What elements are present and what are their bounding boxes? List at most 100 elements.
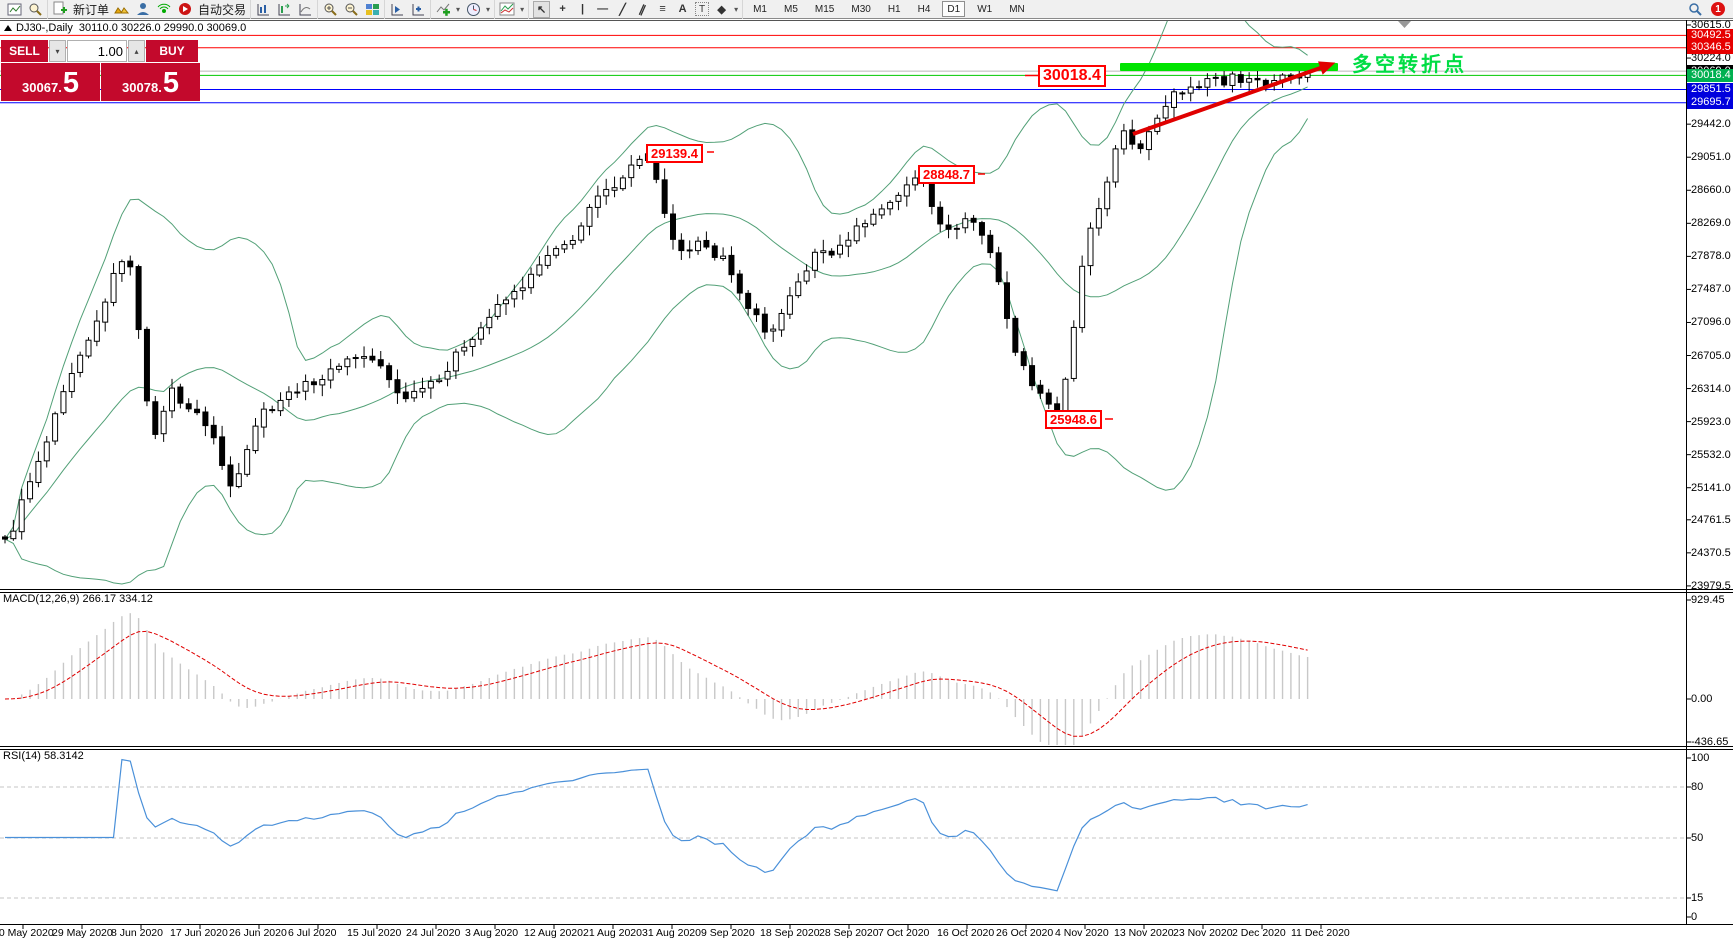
symbol-arrow-icon — [4, 25, 12, 31]
caret-up-icon: ▴ — [134, 46, 139, 56]
autotrade-label[interactable]: 自动交易 — [198, 2, 247, 17]
october-peak-label[interactable]: 28848.7 — [918, 165, 975, 184]
trend-arrow[interactable] — [1132, 64, 1327, 136]
period-caret-icon[interactable]: ▾ — [486, 4, 491, 14]
macd-indicator-label: MACD(12,26,9) 266.17 334.12 — [3, 593, 153, 605]
timeframe-h1[interactable]: H1 — [883, 1, 906, 17]
price-tick: 29051.0 — [1691, 151, 1731, 164]
timeframe-m1[interactable]: M1 — [748, 1, 772, 17]
trendline-tool[interactable]: ╱ — [619, 3, 626, 16]
rsi-line — [5, 758, 1308, 892]
volume-increase-button[interactable]: ▴ — [128, 40, 145, 62]
indicator-window-group — [385, 0, 432, 19]
date-tick: 2 Dec 2020 — [1232, 927, 1286, 939]
date-tick: 7 Oct 2020 — [878, 927, 930, 939]
timeframe-d1[interactable]: D1 — [942, 1, 966, 17]
text-tool[interactable]: A — [678, 3, 687, 15]
shapes-tool[interactable]: ◆ — [717, 3, 726, 16]
add-indicator-caret-icon[interactable]: ▾ — [456, 4, 461, 14]
price-tick: 23979.5 — [1691, 579, 1731, 592]
sell-price-pip: 5 — [62, 67, 79, 99]
chart-preview-icon[interactable] — [27, 1, 43, 17]
date-tick: 9 Sep 2020 — [701, 927, 755, 939]
chart-type-icon[interactable] — [499, 1, 515, 17]
profile-icon[interactable] — [135, 1, 151, 17]
new-order-icon[interactable] — [52, 1, 68, 17]
equidistant-channel-tool[interactable]: ∥ — [637, 2, 648, 17]
gold-icon[interactable] — [114, 1, 130, 17]
price-level-lines — [0, 34, 1686, 104]
new-chart-window-icon[interactable] — [6, 1, 22, 17]
text-label-tool[interactable]: T — [695, 2, 710, 16]
macd-signal-line — [4, 630, 1308, 737]
rsi-tick: 15 — [1691, 892, 1704, 904]
vertical-line-tool[interactable]: | — [581, 3, 585, 15]
turning-point-note[interactable]: 多空转折点 — [1352, 54, 1467, 76]
price-level-badge: 30492.5 — [1687, 28, 1733, 42]
caret-down-icon: ▾ — [55, 46, 60, 56]
timeframe-m30[interactable]: M30 — [846, 1, 875, 17]
tile-windows-icon[interactable] — [364, 1, 380, 17]
toolbar-right: 1 — [1687, 1, 1733, 17]
bar-chart-mode-icon[interactable] — [255, 1, 271, 17]
period-clock-icon[interactable] — [465, 1, 481, 17]
date-tick: 20 May 2020 — [0, 927, 54, 939]
price-axis[interactable]: 30615.0 30224.0 29442.0 29051.0 28660.0 28269… — [1687, 0, 1733, 941]
price-tick: 25532.0 — [1691, 448, 1731, 461]
horizontal-line-tool[interactable]: — — [597, 3, 609, 15]
buy-price-tile[interactable]: 30078. 5 — [101, 63, 200, 101]
resistance-price-label[interactable]: 30018.4 — [1038, 65, 1106, 87]
fibonacci-tool[interactable]: ≡ — [659, 3, 666, 15]
timeframe-mn[interactable]: MN — [1004, 1, 1030, 17]
one-click-trading-panel: SELL ▾ ▴ BUY 30067. 5 30078. 5 — [1, 40, 200, 101]
timeframe-m15[interactable]: M15 — [810, 1, 839, 17]
date-tick: 18 Sep 2020 — [760, 927, 820, 939]
price-tick: 27096.0 — [1691, 316, 1731, 329]
autotrade-icon[interactable] — [177, 1, 193, 17]
volume-decrease-button[interactable]: ▾ — [49, 40, 66, 62]
volume-input[interactable] — [67, 40, 127, 62]
crosshair-tool[interactable]: + — [559, 3, 566, 15]
shapes-caret-icon[interactable]: ▾ — [734, 4, 739, 14]
price-level-badge: 30018.4 — [1687, 68, 1733, 82]
price-tick: 27487.0 — [1691, 283, 1731, 296]
cursor-tool[interactable]: ↖ — [533, 0, 551, 18]
timeframe-m5[interactable]: M5 — [779, 1, 803, 17]
main-toolbar: 新订单 自动交易 — [0, 0, 1733, 19]
chart-shift-icon[interactable] — [276, 1, 292, 17]
candlestick-series — [2, 63, 1311, 544]
october-low-label[interactable]: 25948.6 — [1045, 410, 1102, 429]
date-tick: 17 Jun 2020 — [170, 927, 228, 939]
add-indicator-icon[interactable] — [435, 1, 451, 17]
date-tick: 13 Nov 2020 — [1114, 927, 1174, 939]
timeframe-h4[interactable]: H4 — [913, 1, 936, 17]
timeframe-w1[interactable]: W1 — [972, 1, 997, 17]
new-order-label[interactable]: 新订单 — [73, 2, 110, 17]
sell-button[interactable]: SELL — [1, 40, 48, 62]
rsi-tick: 0 — [1691, 911, 1698, 923]
august-peak-label[interactable]: 29139.4 — [646, 144, 703, 163]
date-tick: 3 Aug 2020 — [465, 927, 519, 939]
rsi-tick: 100 — [1691, 752, 1710, 764]
price-tick: 30224.0 — [1691, 52, 1731, 65]
macd-histogram — [12, 613, 1309, 745]
search-icon[interactable] — [1687, 1, 1703, 17]
zoom-out-icon[interactable] — [343, 1, 359, 17]
buy-button[interactable]: BUY — [146, 40, 198, 62]
signal-icon[interactable] — [156, 1, 172, 17]
data-window-icon[interactable] — [389, 1, 405, 17]
sell-price-tile[interactable]: 30067. 5 — [1, 63, 100, 101]
notification-badge[interactable]: 1 — [1711, 2, 1725, 16]
symbol-ohlc: 30110.0 30226.0 29990.0 30069.0 — [78, 22, 247, 34]
zoom-in-icon[interactable] — [322, 1, 338, 17]
trade-panel-prices: 30067. 5 30078. 5 — [1, 63, 200, 101]
price-tick: 26314.0 — [1691, 382, 1731, 395]
support-zone-band[interactable] — [1120, 63, 1338, 71]
add-indicator-group: ▾ ▾ — [431, 0, 496, 19]
auto-scroll-icon[interactable] — [297, 1, 313, 17]
chart-type-caret-icon[interactable]: ▾ — [520, 4, 525, 14]
strategy-tester-icon[interactable] — [410, 1, 426, 17]
